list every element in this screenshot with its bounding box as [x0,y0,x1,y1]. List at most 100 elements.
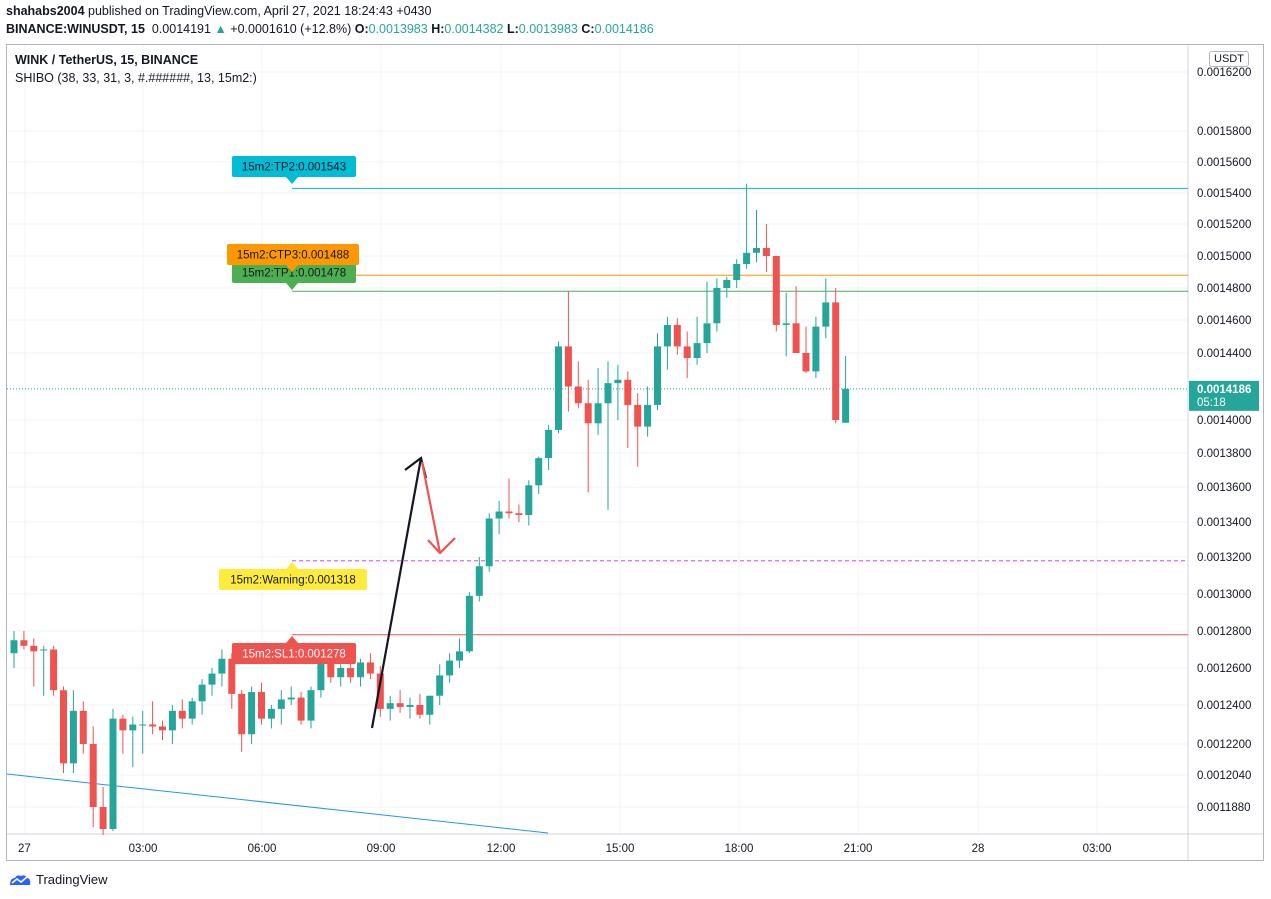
level-label-ctp3[interactable]: 15m2:CTP3:0.001488 [227,244,359,272]
candle-body[interactable] [50,649,58,691]
level-label-sl1[interactable]: 15m2:SL1:0.001278 [232,636,356,664]
candle-body[interactable] [159,726,166,731]
candle-body[interactable] [238,693,246,735]
candle-body[interactable] [327,660,335,678]
black-arrow-line[interactable] [370,457,423,729]
candle-body[interactable] [624,379,632,405]
candle-body[interactable] [366,662,374,674]
candle-body[interactable] [663,324,671,347]
candle-body[interactable] [842,388,850,423]
candle-body[interactable] [683,346,691,359]
candle-body[interactable] [267,708,275,719]
candle-body[interactable] [564,346,572,387]
candle-body[interactable] [515,513,523,515]
candle-body[interactable] [297,697,305,721]
candle-body[interactable] [733,264,741,280]
candle-body[interactable] [485,518,493,567]
candle-body[interactable] [505,511,513,514]
tradingview-footer[interactable]: TradingView [8,872,108,887]
candle-body[interactable] [406,705,414,707]
candle-body[interactable] [139,724,147,726]
candle-body[interactable] [20,640,28,646]
candle-body[interactable] [89,744,97,807]
candle-body[interactable] [535,458,543,486]
candle-body[interactable] [337,668,345,678]
candle-body[interactable] [772,256,780,325]
candle-body[interactable] [208,673,216,685]
candle-body[interactable] [79,710,87,744]
candle-body[interactable] [228,658,236,694]
candle-body[interactable] [594,403,602,424]
candle-body[interactable] [386,703,394,709]
candle-body[interactable] [713,288,721,324]
candle-body[interactable] [782,323,790,325]
candle-body[interactable] [416,705,424,715]
candle-body[interactable] [347,668,355,678]
candle-body[interactable] [40,649,48,651]
candle-body[interactable] [525,485,533,515]
candle-body[interactable] [30,645,38,652]
candle-body[interactable] [376,673,384,709]
candle-body[interactable] [446,660,454,676]
candle-body[interactable] [812,326,820,372]
level-label-pointer [286,265,298,272]
candle-body[interactable] [475,566,483,596]
candle-body[interactable] [555,346,562,430]
trendline[interactable] [6,773,549,834]
candle-body[interactable] [287,697,295,700]
candle-body[interactable] [753,248,760,253]
candle-body[interactable] [168,710,176,731]
candle-body[interactable] [654,346,661,405]
candle-body[interactable] [703,323,711,344]
level-label-tp1[interactable]: 15m2:TP1:0.001478 [232,262,356,290]
candle-body[interactable] [495,511,503,519]
currency-button[interactable]: USDT [1209,51,1249,67]
candle-body[interactable] [832,302,840,420]
candle-body[interactable] [129,724,137,731]
candle-body[interactable] [307,690,315,721]
candle-body[interactable] [258,692,265,719]
candle-body[interactable] [762,248,770,256]
candle-body[interactable] [426,695,434,715]
last-price-badge[interactable] [1189,380,1259,411]
level-label-warning[interactable]: 15m2:Warning:0.001318 [219,562,367,590]
candle-body[interactable] [822,302,830,327]
candle-body[interactable] [604,383,612,404]
candle-body[interactable] [248,692,256,735]
candle-body[interactable] [673,324,681,347]
candle-body[interactable] [357,662,364,678]
candle-body[interactable] [545,429,553,459]
candle-body[interactable] [109,718,117,829]
author-name[interactable]: shahabs2004 [6,4,85,18]
candle-body[interactable] [178,710,186,719]
candle-body[interactable] [456,651,463,661]
candle-body[interactable] [802,353,810,372]
candle-body[interactable] [218,658,226,674]
candle-body[interactable] [317,660,325,691]
candle-body[interactable] [396,703,404,707]
candle-body[interactable] [277,699,285,709]
candle-body[interactable] [614,379,622,384]
indicator-legend[interactable]: SHIBO (38, 33, 31, 3, #.######, 13, 15m2… [15,71,257,85]
candle-body[interactable] [693,343,701,359]
candle-body[interactable] [10,640,18,654]
candle-body[interactable] [149,724,157,727]
candle-body[interactable] [574,386,582,404]
candle-body[interactable] [743,252,751,264]
level-label-tp2[interactable]: 15m2:TP2:0.001543 [232,156,356,184]
candle-body[interactable] [60,690,67,764]
candle-body[interactable] [99,807,107,829]
candle-body[interactable] [634,404,642,427]
candle-body[interactable] [644,404,652,427]
candle-body[interactable] [119,718,127,731]
candle-body[interactable] [584,403,592,424]
candle-body[interactable] [198,684,206,702]
candle-body[interactable] [465,595,473,652]
candle-body[interactable] [436,675,444,696]
red-arrow-line[interactable] [420,461,442,554]
candle-body[interactable] [69,710,77,764]
candle-body[interactable] [188,701,196,719]
candle-body[interactable] [792,323,800,353]
candle-body[interactable] [723,280,731,288]
